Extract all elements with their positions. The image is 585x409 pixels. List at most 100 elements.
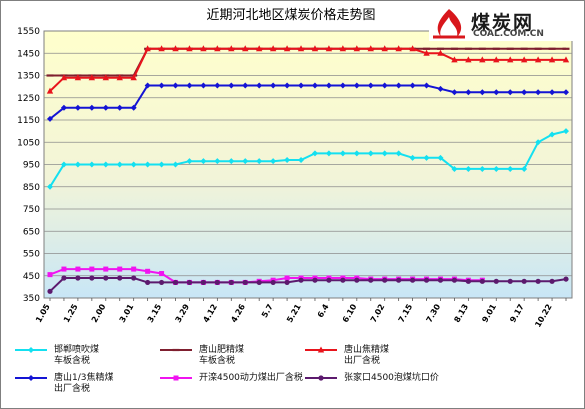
data-point [144, 161, 151, 168]
data-point [131, 275, 137, 281]
data-point [423, 277, 430, 283]
data-point [214, 82, 221, 89]
x-tick-label: 7.02 [369, 303, 387, 325]
data-point [395, 45, 402, 52]
data-point [283, 45, 291, 52]
legend-marker [28, 375, 34, 381]
data-point [256, 158, 263, 165]
logo-english-text: COAL.COM.CN [473, 29, 544, 39]
data-point [562, 56, 570, 63]
data-point [103, 275, 109, 281]
data-point [521, 278, 527, 284]
legend-marker [173, 375, 179, 381]
data-point [186, 82, 193, 89]
data-point [367, 82, 374, 89]
data-point [214, 45, 221, 52]
legend-swatch [305, 346, 337, 353]
data-point [102, 74, 109, 81]
data-point [409, 82, 416, 89]
data-point [214, 158, 221, 165]
data-point [493, 278, 499, 284]
data-point [172, 82, 179, 89]
data-point [535, 139, 542, 146]
y-tick-label: 1150 [17, 116, 40, 126]
data-point [381, 45, 388, 52]
legend-label: 开滦4500动力煤出厂含税 [199, 373, 303, 383]
data-point [368, 277, 374, 283]
data-point [102, 104, 109, 111]
data-point [47, 272, 53, 278]
data-point [172, 161, 179, 168]
data-point [479, 278, 485, 284]
data-point [409, 277, 416, 283]
data-point [214, 279, 220, 286]
chart-title: 近期河北地区煤炭价格走势图 [206, 7, 375, 23]
y-axis-ticks: 350 450 550 650 750 850 950 1050 1150 1250 1350 145… [17, 27, 40, 304]
legend-swatch [160, 348, 192, 352]
data-point [549, 278, 555, 284]
data-point [339, 82, 346, 89]
data-point [311, 82, 318, 89]
y-tick-label: 850 [23, 183, 40, 193]
data-point [549, 131, 556, 138]
data-point [423, 154, 430, 161]
data-point [451, 56, 458, 63]
y-tick-label: 1250 [17, 94, 40, 104]
data-point [353, 82, 360, 89]
x-tick-label: 7.30 [425, 302, 443, 324]
data-point [228, 45, 235, 52]
data-point [61, 275, 67, 281]
data-point [534, 56, 542, 63]
data-point [520, 56, 528, 63]
x-tick-label: 3.29 [174, 302, 192, 324]
x-tick-label: 9.01 [480, 302, 498, 324]
x-tick-label: 7.15 [397, 302, 415, 324]
data-point [339, 150, 346, 157]
x-tick-label: 5.21 [285, 302, 303, 324]
data-point [256, 82, 263, 89]
data-point [131, 266, 137, 272]
data-point [381, 82, 388, 89]
data-point [242, 279, 248, 286]
data-point [61, 266, 67, 272]
data-point [172, 45, 179, 52]
data-point [47, 288, 53, 294]
x-tick-label: 6.10 [341, 302, 359, 324]
data-point [103, 266, 109, 272]
data-point [507, 89, 514, 96]
data-point [325, 150, 332, 157]
site-logo: 煤炭网 COAL.COM.CN [429, 5, 579, 41]
data-point [409, 154, 416, 161]
data-point [284, 279, 290, 286]
flame-logo-icon [433, 9, 465, 39]
data-point [353, 45, 361, 52]
data-point [563, 128, 569, 135]
data-point [130, 74, 137, 81]
data-point [423, 49, 430, 56]
data-point [563, 276, 569, 282]
x-tick-label: 1.25 [62, 302, 80, 324]
data-point [89, 275, 95, 281]
legend-swatch [160, 375, 192, 381]
data-point [493, 56, 500, 63]
data-point [269, 45, 277, 52]
data-point [479, 165, 486, 172]
legend-marker [318, 375, 324, 381]
data-point [284, 82, 291, 89]
x-tick-label: 4.26 [229, 302, 247, 324]
data-point [298, 277, 304, 283]
x-tick-label: 6.4 [316, 302, 331, 319]
data-point [465, 56, 472, 63]
data-point [353, 150, 360, 157]
y-tick-label: 650 [23, 227, 40, 237]
x-tick-label: 8.13 [452, 303, 470, 325]
data-point [437, 277, 444, 283]
data-point [242, 45, 249, 52]
logo-chinese-text: 煤炭网 [471, 12, 535, 34]
data-point [242, 82, 249, 89]
data-point [255, 45, 263, 52]
y-tick-label: 1350 [17, 72, 40, 82]
data-point [326, 277, 332, 283]
